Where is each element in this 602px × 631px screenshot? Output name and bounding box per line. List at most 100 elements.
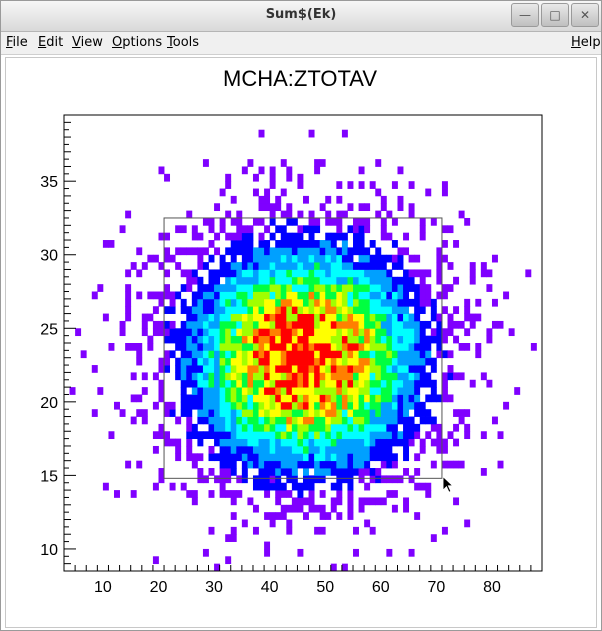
heatmap-cell [297, 181, 304, 189]
minimize-icon[interactable]: — [511, 3, 539, 27]
heatmap-cell [408, 365, 415, 373]
heatmap-cell [108, 431, 115, 440]
heatmap-cell [330, 291, 337, 300]
heatmap-cell [152, 556, 159, 565]
heatmap-cell [219, 262, 226, 270]
heatmap-cell [280, 188, 287, 197]
heatmap-cell [386, 291, 393, 300]
heatmap-cell [408, 431, 415, 440]
heatmap-cell [303, 343, 309, 351]
heatmap-cell [419, 232, 426, 241]
heatmap-cell [358, 306, 365, 314]
heatmap-cell [286, 254, 293, 263]
heatmap-cell [336, 453, 343, 462]
heatmap-cell [230, 490, 237, 498]
heatmap-cell [303, 475, 309, 484]
menu-file[interactable]: File [6, 35, 28, 50]
heatmap-cell [191, 343, 198, 351]
heatmap-cell [297, 291, 304, 300]
heatmap-cell [419, 217, 426, 226]
heatmap-cell [303, 512, 309, 520]
heatmap-cell [219, 401, 226, 410]
heatmap-cell [280, 416, 287, 425]
heatmap-cell [325, 298, 332, 307]
heatmap-cell [297, 350, 304, 359]
plot-canvas[interactable]: MCHA:ZTOTAV 10 20 30 40 50 60 70 80 10 15 20 25 30 3… [5, 57, 597, 628]
heatmap-cell [280, 240, 287, 248]
heatmap-cell [341, 284, 348, 292]
heatmap-cell [336, 379, 343, 388]
heatmap-cell [441, 438, 448, 447]
heatmap-cell [252, 306, 259, 314]
heatmap-cell [336, 210, 343, 219]
menu-view[interactable]: View [72, 35, 103, 50]
heatmap-cell [325, 512, 332, 520]
maximize-icon[interactable]: □ [541, 3, 569, 27]
heatmap-cell [308, 350, 315, 359]
heatmap-cell [252, 313, 259, 322]
heatmap-cell [414, 431, 421, 440]
heatmap-cell [414, 254, 421, 263]
heatmap-cell [386, 365, 393, 373]
heatmap-cell [230, 313, 237, 322]
heatmap-cell [152, 328, 159, 337]
heatmap-cell [403, 438, 410, 447]
heatmap-cell [219, 453, 226, 462]
menu-help[interactable]: Help [571, 35, 601, 50]
menu-edit[interactable]: Edit [38, 35, 64, 50]
heatmap-cell [403, 365, 410, 373]
heatmap-cell [369, 306, 376, 314]
heatmap-cell [419, 328, 426, 337]
heatmap-cell [202, 365, 209, 373]
close-icon[interactable]: ✕ [571, 3, 599, 27]
heatmap-cell [247, 387, 254, 395]
heatmap-cell [364, 365, 371, 373]
heatmap-cell [286, 262, 293, 270]
heatmap-cell [364, 343, 371, 351]
heatmap-cell [269, 306, 276, 314]
heatmap-cell [308, 401, 315, 410]
heatmap-cell [225, 379, 232, 388]
heatmap-cell [252, 401, 259, 410]
heatmap-cell [391, 365, 398, 373]
heatmap-cell [225, 343, 232, 351]
heatmap-cell [191, 460, 198, 469]
menu-tools[interactable]: Tools [167, 35, 200, 50]
heatmap-cell [247, 320, 254, 329]
heatmap-cell [375, 475, 382, 484]
zoom-selection-box[interactable] [163, 217, 443, 479]
heatmap-cell [419, 225, 426, 234]
heatmap-cell [264, 438, 271, 447]
heatmap-cell [230, 291, 237, 300]
heatmap-cell [403, 468, 410, 476]
heatmap-cell [197, 232, 204, 241]
heatmap-cell [269, 247, 276, 256]
menu-options[interactable]: Options [112, 35, 163, 50]
heatmap-cell [341, 379, 348, 388]
heatmap-cell [369, 350, 376, 359]
title-bar[interactable]: Sum$(Ek) — □ ✕ [1, 1, 601, 32]
heatmap-cell [291, 379, 298, 388]
heatmap-cell [191, 269, 198, 278]
heatmap-cell [369, 453, 376, 462]
heatmap-cell [225, 438, 232, 447]
heatmap-cell [230, 401, 237, 410]
heatmap-cell [347, 490, 354, 498]
heatmap-cell [341, 240, 348, 248]
heatmap-cell [453, 497, 460, 506]
heatmap-cell [458, 416, 465, 425]
heatmap-cell [347, 460, 354, 469]
heatmap-cell [425, 357, 432, 366]
heatmap-cell [264, 225, 271, 234]
heatmap-cell [391, 504, 398, 513]
heatmap-cell [453, 306, 460, 314]
heatmap-cell [414, 482, 421, 491]
heatmap-cell [214, 335, 221, 344]
heatmap-cell [341, 343, 348, 351]
heatmap-cell [269, 416, 276, 425]
heatmap-cell [397, 284, 404, 292]
heatmap-cell [258, 460, 265, 469]
heatmap-cell [236, 225, 243, 234]
heatmap-cell [180, 335, 187, 344]
heatmap-cell [214, 313, 221, 322]
